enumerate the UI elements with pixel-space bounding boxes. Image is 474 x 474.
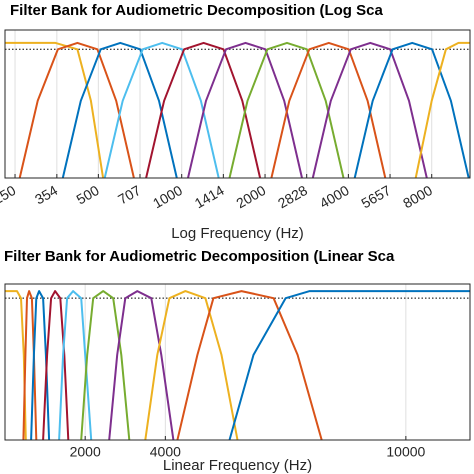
x-tick-label: 2828: [275, 182, 310, 212]
filter-curve: [228, 41, 345, 178]
x-axis-label: Log Frequency (Hz): [171, 225, 304, 242]
filter-curve: [311, 41, 428, 178]
x-tick-label: 500: [73, 182, 101, 208]
axes-box: [4, 283, 471, 441]
filter-curve: [5, 41, 105, 178]
x-tick-label: 8000: [400, 182, 435, 212]
x-tick-label: 250: [0, 182, 19, 208]
filter-curve: [270, 41, 387, 178]
chart-title: Filter Bank for Audiometric Decompositio…: [10, 2, 383, 19]
filter-curve: [144, 290, 239, 440]
x-tick-label: 707: [115, 182, 143, 208]
x-tick-label: 4000: [317, 182, 352, 212]
axes-box: [4, 29, 471, 179]
chart-title: Filter Bank for Audiometric Decompositio…: [4, 248, 395, 265]
x-tick-label: 2000: [233, 182, 268, 212]
x-tick-label: 2000: [70, 444, 101, 460]
filter-curve: [80, 290, 131, 440]
filter-curve: [176, 290, 323, 440]
filter-curve: [103, 41, 220, 178]
filter-curve: [414, 41, 470, 178]
filter-curve: [30, 290, 51, 440]
x-tick-label: 1000: [150, 182, 185, 212]
x-tick-label: 1414: [192, 182, 227, 212]
x-tick-label: 5657: [358, 182, 393, 212]
filter-curve: [61, 41, 178, 178]
filter-curve: [145, 41, 262, 178]
filter-curve: [187, 41, 303, 178]
x-tick-label: 10000: [386, 444, 425, 460]
plot-area: [5, 30, 470, 178]
filter-curve: [42, 290, 70, 440]
plot-area: [5, 284, 470, 440]
filter-curve: [58, 290, 93, 440]
filter-curve: [353, 41, 470, 178]
x-tick-label: 4000: [150, 444, 181, 460]
x-axis-label: Linear Frequency (Hz): [163, 457, 312, 474]
filter-curve: [18, 41, 135, 178]
filter-curve: [108, 290, 175, 440]
x-tick-label: 354: [32, 182, 60, 208]
filter-curve: [228, 290, 470, 440]
